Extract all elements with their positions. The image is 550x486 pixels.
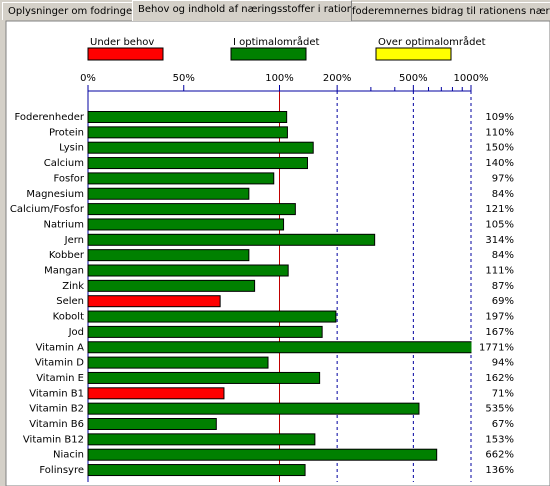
value-label: 97% — [492, 173, 514, 184]
category-label: Vitamin B12 — [23, 434, 84, 445]
x-tick-label: 50% — [173, 73, 195, 84]
bar — [87, 433, 316, 446]
value-label: 535% — [485, 404, 514, 415]
legend-swatch — [230, 47, 307, 61]
bar — [87, 295, 221, 308]
value-label: 150% — [485, 143, 514, 154]
value-label: 84% — [492, 189, 514, 200]
value-label: 71% — [492, 388, 514, 399]
bar — [87, 418, 217, 430]
value-label: 67% — [492, 419, 514, 430]
category-label: Protein — [49, 127, 84, 138]
value-label: 167% — [485, 327, 514, 338]
value-label: 105% — [485, 219, 514, 230]
value-label: 110% — [485, 127, 514, 138]
value-label: 140% — [485, 158, 514, 169]
bar — [87, 356, 269, 369]
category-label: Vitamin E — [36, 373, 84, 384]
bar — [87, 233, 376, 246]
value-label: 314% — [485, 235, 514, 246]
category-label: Calcium/Fosfor — [10, 204, 85, 215]
legend-label: Over optimalområdet — [378, 35, 486, 48]
category-label: Mangan — [44, 266, 84, 277]
x-tick-label: 100% — [265, 73, 294, 84]
value-label: 1771% — [479, 342, 514, 353]
x-tick-label: 1000% — [454, 73, 489, 84]
bar — [87, 203, 296, 216]
tab-bar: Oplysninger om fodringen Behov og indhol… — [0, 0, 550, 21]
value-label: 662% — [485, 450, 514, 461]
category-label: Vitamin A — [36, 342, 84, 353]
legend-label: Under behov — [90, 37, 154, 48]
value-label: 109% — [485, 112, 514, 123]
category-label: Zink — [62, 281, 84, 292]
value-label: 153% — [485, 434, 514, 445]
bar — [87, 111, 288, 123]
legend-swatch — [87, 47, 164, 61]
value-label: 162% — [485, 373, 514, 384]
bar — [87, 402, 420, 415]
x-tick-label: 200% — [323, 73, 352, 84]
category-label: Magnesium — [26, 189, 84, 200]
bar — [87, 371, 321, 384]
value-label: 87% — [492, 281, 514, 292]
value-label: 121% — [485, 204, 514, 215]
legend-swatch — [375, 47, 452, 61]
bar — [87, 341, 472, 354]
bar — [87, 264, 289, 277]
category-label: Vitamin B1 — [29, 388, 84, 399]
value-label: 136% — [485, 465, 514, 476]
bar — [87, 187, 250, 200]
category-label: Vitamin D — [35, 358, 84, 369]
bar — [87, 310, 337, 323]
category-label: Foderenheder — [15, 112, 85, 123]
x-tick-label: 0% — [80, 73, 96, 84]
category-label: Folinsyre — [39, 465, 84, 476]
bar — [87, 172, 275, 185]
value-label: 69% — [492, 296, 514, 307]
category-label: Vitamin B2 — [29, 404, 84, 415]
category-label: Calcium — [44, 158, 84, 169]
value-label: 197% — [485, 312, 514, 323]
category-label: Natrium — [44, 219, 85, 230]
category-label: Selen — [56, 296, 84, 307]
category-label: Jod — [68, 327, 84, 338]
x-tick-label: 500% — [399, 73, 428, 84]
value-label: 94% — [492, 358, 514, 369]
bar — [87, 387, 225, 400]
category-label: Fosfor — [54, 173, 85, 184]
category-label: Jern — [64, 235, 84, 246]
bar — [87, 141, 314, 154]
category-label: Lysin — [59, 143, 84, 154]
value-label: 111% — [485, 266, 514, 277]
category-label: Vitamin B6 — [29, 419, 84, 430]
bar — [87, 448, 438, 461]
tab-active[interactable]: Behov og indhold af næringsstoffer i rat… — [132, 0, 352, 21]
bar — [87, 126, 288, 139]
category-label: Niacin — [53, 450, 84, 461]
bar — [87, 464, 306, 477]
bar — [87, 249, 250, 262]
value-label: 84% — [492, 250, 514, 261]
category-label: Kobolt — [53, 312, 84, 323]
bar — [87, 325, 323, 338]
legend-label: I optimalområdet — [233, 35, 320, 48]
bar — [87, 218, 285, 231]
bar — [87, 157, 308, 170]
bar — [87, 279, 256, 292]
bars — [87, 111, 472, 477]
category-label: Kobber — [49, 250, 85, 261]
